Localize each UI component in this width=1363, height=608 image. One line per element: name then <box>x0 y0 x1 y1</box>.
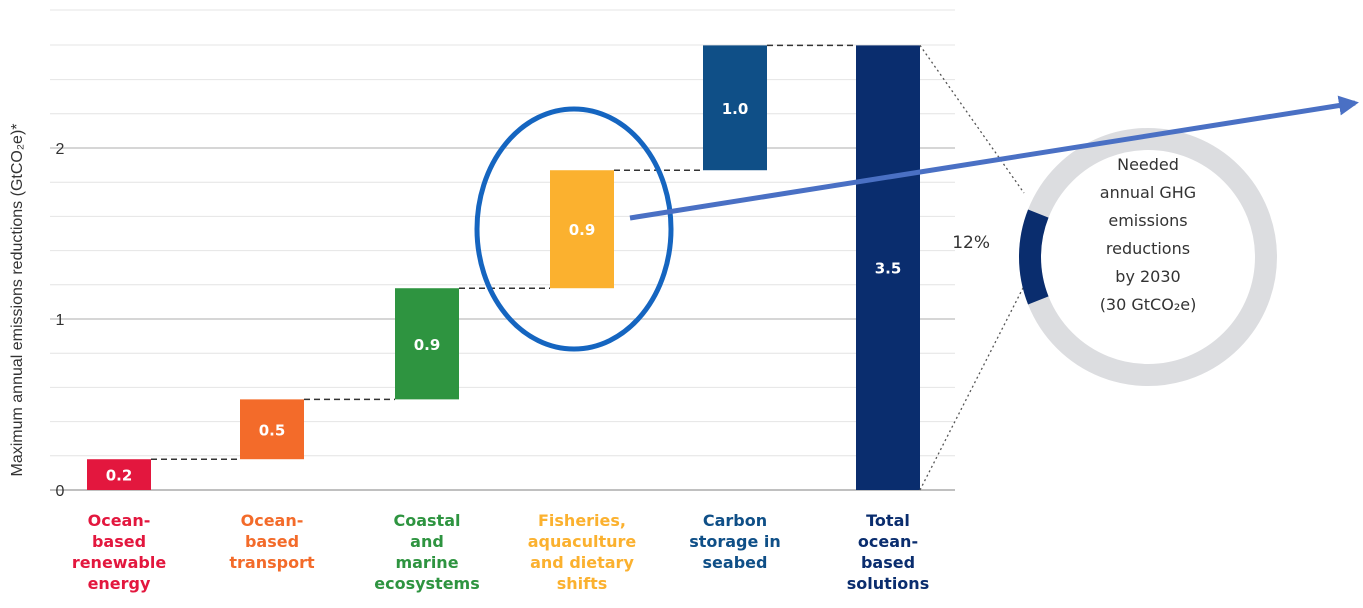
link-line-bottom <box>919 285 1025 491</box>
annotation-arrow <box>629 95 1359 221</box>
donut-text-line: emissions <box>1108 211 1187 230</box>
bar-value-label: 0.9 <box>569 221 596 239</box>
bar-value-label: 0.5 <box>259 421 286 439</box>
gridlines <box>50 9 955 491</box>
category-labels: Ocean-based renewable energy Ocean-based tra… <box>72 511 929 593</box>
bar <box>703 45 767 171</box>
category-label: Ocean-based transport <box>229 511 315 572</box>
category-label-line: solutions <box>847 574 929 593</box>
category-label-line: seabed <box>703 553 768 572</box>
category-label-line: ecosystems <box>374 574 480 593</box>
bar-value-labels: 0.2 0.5 0.9 0.9 1.0 3.5 <box>106 100 902 485</box>
category-label-line: aquaculture <box>528 532 637 551</box>
y-tick-label: 0 <box>56 483 65 500</box>
category-label-line: Fisheries, <box>538 511 626 530</box>
category-label-line: renewable <box>72 553 167 572</box>
category-label-line: based <box>245 532 299 551</box>
bar <box>856 45 920 491</box>
bar-connectors <box>151 44 856 460</box>
donut-text-line: by 2030 <box>1115 267 1180 286</box>
bars <box>87 45 920 491</box>
category-label-line: and <box>410 532 444 551</box>
bar-value-label: 0.2 <box>106 467 133 485</box>
category-label-line: energy <box>88 574 151 593</box>
y-tick-label: 1 <box>56 312 65 329</box>
bar <box>87 459 151 490</box>
category-label-line: ocean- <box>858 532 918 551</box>
donut-chart: 12% Needed annual GHG emissions reductions by… <box>919 45 1277 491</box>
category-label: Total ocean-based solutions <box>847 511 929 593</box>
category-label-line: Coastal <box>394 511 461 530</box>
category-label: Coastal and marine ecosystems <box>374 511 480 593</box>
category-label-line: transport <box>229 553 315 572</box>
bar-value-label: 0.9 <box>414 336 441 354</box>
category-label-line: based <box>861 553 915 572</box>
donut-center-text: Needed annual GHG emissions reductions by 20… <box>1100 155 1197 314</box>
category-label-line: marine <box>395 553 458 572</box>
donut-percent-label: 12% <box>952 233 990 253</box>
donut-text-line: Needed <box>1117 155 1179 174</box>
category-label-line: storage in <box>689 532 781 551</box>
category-label-line: Ocean- <box>241 511 304 530</box>
donut-text-line: annual GHG <box>1100 183 1196 202</box>
category-label-line: shifts <box>557 574 608 593</box>
category-label: Ocean-based renewable energy <box>72 511 167 593</box>
category-label-line: Total <box>866 511 910 530</box>
bar <box>395 288 459 400</box>
bar-value-label: 1.0 <box>722 100 749 118</box>
link-line-top <box>919 45 1025 194</box>
category-label: Carbon storage in seabed <box>689 511 781 572</box>
annotation-overlay <box>474 95 1359 352</box>
category-label: Fisheries, aquaculture and dietary shifts <box>528 511 637 593</box>
donut-text-line: (30 GtCO₂e) <box>1100 295 1197 314</box>
category-label-line: based <box>92 532 146 551</box>
y-axis-label: Maximum annual emissions reductions (GtC… <box>9 124 26 477</box>
y-tick-label: 2 <box>56 141 65 158</box>
category-label-line: Carbon <box>703 511 767 530</box>
category-label-line: Ocean- <box>88 511 151 530</box>
bar-value-label: 3.5 <box>875 260 902 278</box>
category-label-line: and dietary <box>530 553 634 572</box>
highlight-circle <box>474 106 674 352</box>
bar <box>550 170 614 289</box>
y-tick-labels: 0 1 2 <box>56 141 65 500</box>
donut-text-line: reductions <box>1106 239 1190 258</box>
bar <box>240 399 304 460</box>
donut-highlight-arc <box>1019 209 1049 305</box>
